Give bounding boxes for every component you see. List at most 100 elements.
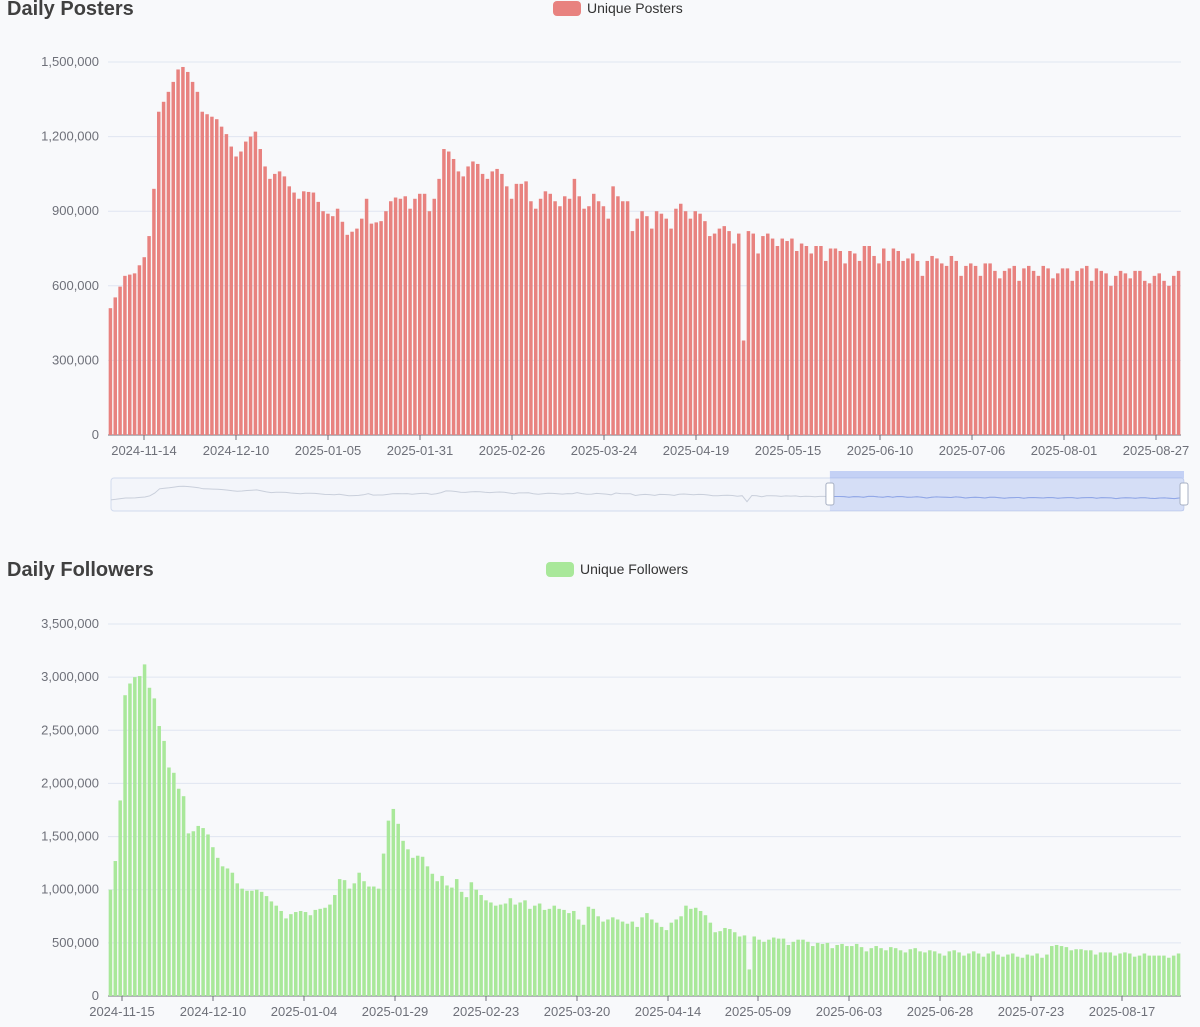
bar[interactable] [1050, 946, 1054, 996]
bar[interactable] [1012, 265, 1016, 435]
bar[interactable] [932, 951, 937, 996]
bar[interactable] [381, 853, 386, 996]
bar[interactable] [215, 119, 219, 435]
bar[interactable] [505, 186, 509, 435]
bar[interactable] [437, 178, 441, 435]
bar[interactable] [991, 951, 995, 996]
bar[interactable] [1147, 283, 1152, 435]
bar[interactable] [819, 246, 823, 435]
bar[interactable] [1054, 944, 1059, 996]
bar[interactable] [176, 69, 180, 436]
bar[interactable] [1041, 265, 1045, 435]
bar[interactable] [1123, 952, 1127, 996]
bar[interactable] [302, 191, 306, 435]
bar[interactable] [925, 260, 929, 435]
bar[interactable] [176, 788, 181, 996]
bar[interactable] [664, 218, 668, 435]
bar[interactable] [708, 236, 712, 435]
bar[interactable] [466, 166, 470, 435]
bar[interactable] [959, 275, 963, 435]
bar[interactable] [450, 887, 454, 996]
bar[interactable] [1103, 952, 1108, 996]
bar[interactable] [572, 178, 577, 435]
bar[interactable] [142, 664, 147, 996]
bar[interactable] [118, 286, 122, 435]
bar[interactable] [828, 248, 833, 436]
bar[interactable] [333, 895, 337, 996]
bar[interactable] [893, 948, 898, 996]
data-zoom-right-handle[interactable] [1179, 482, 1189, 506]
bar[interactable] [259, 891, 264, 996]
bar[interactable] [495, 168, 499, 435]
bar[interactable] [1015, 956, 1020, 996]
bar[interactable] [147, 687, 152, 996]
bar[interactable] [172, 772, 176, 996]
bar[interactable] [469, 882, 474, 996]
bar[interactable] [345, 234, 349, 435]
legend-item-unique-posters[interactable]: Unique Posters [553, 0, 683, 16]
bar[interactable] [689, 908, 693, 996]
bar[interactable] [379, 221, 383, 435]
bar[interactable] [225, 868, 230, 996]
bar[interactable] [625, 201, 630, 435]
bar[interactable] [891, 248, 896, 436]
bar[interactable] [840, 943, 844, 996]
bar[interactable] [693, 211, 697, 435]
bar[interactable] [303, 912, 308, 996]
bar[interactable] [263, 166, 267, 435]
bar[interactable] [859, 947, 864, 996]
bar[interactable] [386, 820, 391, 996]
bar[interactable] [712, 233, 717, 435]
bar[interactable] [211, 847, 215, 996]
bar[interactable] [1020, 957, 1025, 996]
bar[interactable] [1089, 950, 1093, 996]
bar[interactable] [210, 116, 214, 436]
bar[interactable] [825, 942, 830, 996]
bar[interactable] [869, 948, 874, 996]
legend-item-unique-followers[interactable]: Unique Followers [546, 561, 688, 577]
bar[interactable] [1157, 273, 1161, 435]
bar[interactable] [432, 198, 436, 435]
bar[interactable] [294, 912, 298, 996]
bar[interactable] [524, 181, 528, 435]
bar[interactable] [801, 939, 805, 996]
bar[interactable] [137, 265, 142, 435]
bar[interactable] [142, 257, 146, 435]
bar[interactable] [722, 226, 726, 435]
bar[interactable] [795, 250, 799, 435]
bar[interactable] [454, 879, 459, 996]
bar[interactable] [1167, 285, 1171, 435]
bar[interactable] [857, 260, 862, 435]
bar[interactable] [850, 946, 854, 996]
bar[interactable] [611, 186, 615, 435]
data-zoom-selection[interactable] [829, 471, 1184, 511]
bar[interactable] [606, 218, 610, 435]
bar[interactable] [1007, 268, 1012, 435]
bar[interactable] [287, 186, 291, 435]
bar[interactable] [1046, 268, 1050, 435]
bar[interactable] [186, 833, 191, 996]
bar[interactable] [1098, 952, 1103, 996]
bar[interactable] [461, 176, 465, 435]
bar[interactable] [854, 943, 859, 996]
bar[interactable] [1118, 270, 1123, 435]
bar[interactable] [1147, 955, 1152, 996]
bar[interactable] [1118, 953, 1122, 996]
bar[interactable] [790, 238, 794, 435]
bar[interactable] [427, 211, 432, 435]
bar[interactable] [123, 275, 127, 435]
bar[interactable] [372, 886, 376, 996]
bar[interactable] [235, 883, 239, 996]
bar[interactable] [611, 917, 615, 996]
bar[interactable] [664, 930, 669, 996]
bar[interactable] [625, 923, 630, 996]
bar[interactable] [323, 907, 327, 996]
bar[interactable] [645, 913, 649, 996]
bar[interactable] [255, 889, 259, 996]
bar[interactable] [918, 951, 922, 996]
bar[interactable] [1104, 273, 1108, 435]
bar[interactable] [937, 953, 942, 996]
bar[interactable] [791, 941, 796, 996]
bar[interactable] [1113, 955, 1117, 996]
bar[interactable] [1167, 957, 1171, 996]
